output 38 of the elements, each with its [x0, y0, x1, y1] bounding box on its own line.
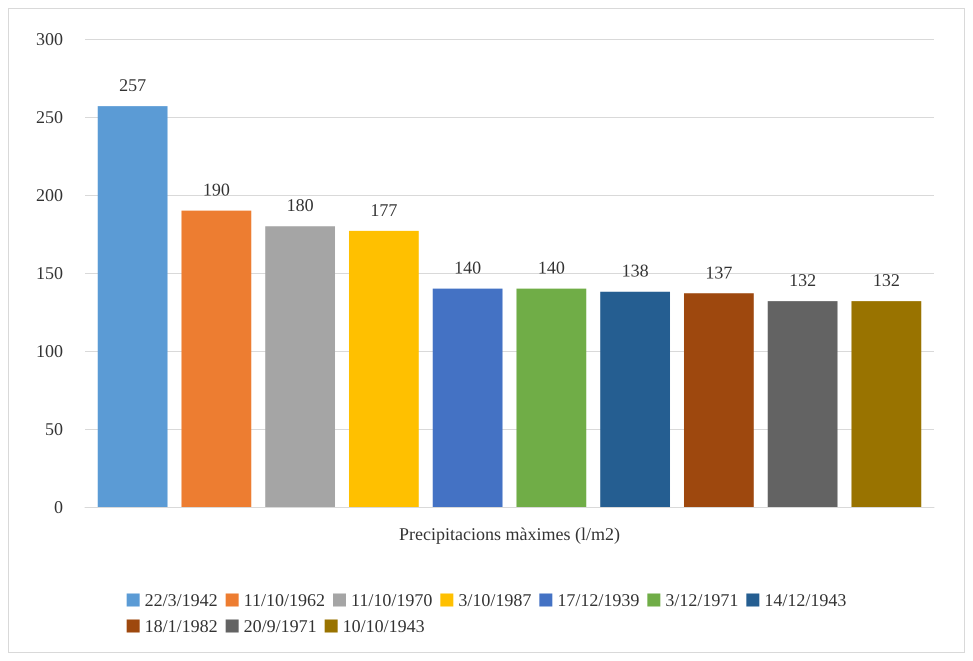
y-tick-label: 150	[36, 263, 63, 283]
legend-label: 17/12/1939	[557, 590, 640, 610]
bar	[600, 292, 670, 507]
data-label: 177	[370, 200, 398, 220]
bar	[432, 288, 503, 507]
y-tick-label: 250	[36, 107, 63, 127]
legend-label: 22/3/1942	[144, 590, 218, 610]
bar	[265, 226, 336, 507]
y-tick-label: 50	[45, 419, 63, 439]
legend-label: 3/12/1971	[665, 590, 738, 610]
bar	[516, 288, 586, 507]
legend-label: 11/10/1962	[244, 590, 326, 610]
legend-label: 10/10/1943	[342, 616, 425, 636]
bar	[851, 301, 922, 507]
legend-label: 20/9/1971	[244, 616, 317, 636]
data-label: 140	[454, 258, 482, 278]
y-tick-label: 200	[36, 185, 63, 205]
y-tick-label: 100	[36, 341, 63, 361]
data-label: 138	[622, 260, 649, 281]
legend-label: 14/12/1943	[764, 590, 846, 610]
legend-label: 18/1/1982	[144, 616, 218, 636]
bar	[98, 106, 168, 507]
data-label: 190	[202, 180, 230, 200]
legend-label: 3/10/1987	[458, 590, 532, 610]
data-label: 180	[286, 195, 314, 216]
data-label: 257	[119, 75, 146, 96]
y-tick-label: 0	[54, 497, 63, 517]
bar	[348, 230, 419, 507]
bar	[768, 301, 838, 507]
data-label: 132	[872, 270, 900, 290]
legend-label: 11/10/1970	[350, 590, 432, 610]
data-label: 132	[789, 270, 816, 290]
y-tick-label: 300	[36, 29, 63, 49]
bar	[181, 210, 252, 507]
bar	[684, 293, 754, 507]
data-label: 140	[538, 258, 565, 278]
data-label: 137	[705, 262, 732, 282]
x-tick-label: Precipitacions màximes (l/m2)	[399, 524, 620, 544]
